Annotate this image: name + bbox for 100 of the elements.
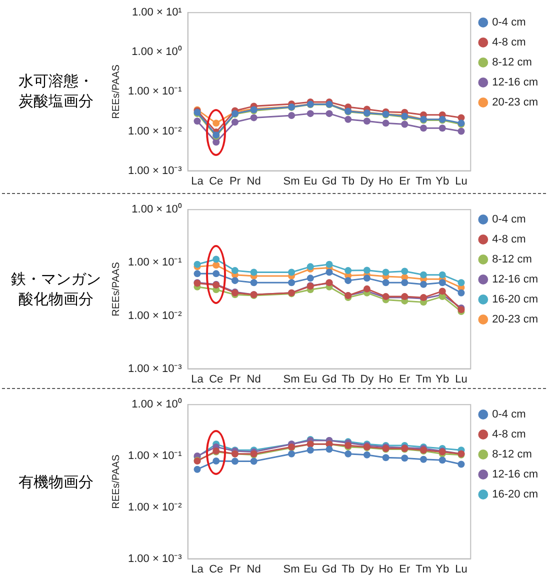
x-tick-label: Tb (342, 373, 355, 386)
legend-label: 0-4 cm (492, 214, 526, 226)
point (438, 456, 446, 464)
point (306, 110, 314, 118)
legend-label: 8-12 cm (492, 448, 532, 461)
legend-label: 16-20 cm (492, 294, 538, 306)
point (231, 267, 238, 274)
x-tick-label: Gd (322, 175, 337, 188)
point (212, 120, 220, 127)
y-tick-label: 1.00 × 10⁰ (132, 45, 182, 58)
point (438, 288, 446, 295)
y-tick-label: 1.00 × 10⁻² (128, 501, 182, 514)
x-tick-label: Yb (436, 373, 450, 386)
legend-label: 4-8 cm (492, 36, 526, 49)
point (458, 460, 465, 468)
x-tick-label: Eu (304, 563, 318, 576)
x-tick-label: Pr (229, 175, 241, 188)
point (382, 279, 390, 286)
y-tick-label: 1.00 × 10⁻³ (128, 362, 182, 375)
point (326, 446, 333, 453)
legend-label: 12-16 cm (492, 76, 538, 89)
point (382, 120, 390, 127)
point (194, 466, 201, 473)
point (212, 256, 220, 263)
point (231, 118, 238, 126)
point (231, 458, 238, 465)
y-tick-label: 1.00 × 10⁻¹ (128, 256, 182, 269)
y-tick-label: 1.00 × 10⁻¹ (128, 450, 182, 462)
legend-label: 0-4 cm (492, 408, 526, 421)
y-tick-label: 1.00 × 10⁻³ (128, 164, 182, 177)
legend-label: 4-8 cm (492, 234, 526, 246)
point (420, 124, 428, 132)
legend-label: 20-23 cm (492, 96, 538, 109)
point (212, 262, 220, 269)
x-tick-label: Tm (416, 373, 432, 386)
x-tick-label: Nd (246, 563, 261, 576)
point (401, 120, 408, 128)
legend-label: 8-12 cm (492, 56, 532, 69)
y-axis-title: REEs/PAAS (110, 64, 122, 119)
text: 有機物画分 (18, 472, 94, 492)
y-tick-label: 1.00 × 10⁰ (132, 398, 182, 411)
y-tick-label: 1.00 × 10⁰ (132, 202, 182, 216)
point (401, 454, 408, 462)
x-tick-label: Sm (283, 373, 300, 386)
x-tick-label: Ho (378, 175, 393, 188)
point (382, 454, 390, 462)
point (212, 138, 220, 146)
x-tick-label: Nd (246, 373, 261, 386)
y-tick-label: 1.00 × 10¹ (132, 6, 182, 19)
point (306, 263, 314, 270)
x-tick-label: La (191, 373, 204, 386)
point (401, 279, 408, 286)
x-tick-label: Tm (416, 563, 432, 576)
legend-label: 20-23 cm (492, 314, 538, 326)
point (344, 267, 352, 274)
x-tick-label: Ce (209, 563, 224, 576)
legend-label: 16-20 cm (492, 488, 538, 501)
point (306, 274, 314, 282)
x-tick-label: Er (399, 373, 410, 386)
x-tick-label: Yb (436, 563, 450, 576)
legend-label: 4-8 cm (492, 428, 526, 441)
point (438, 279, 446, 286)
x-tick-label: Tm (416, 175, 432, 188)
point (363, 118, 370, 125)
point (344, 277, 352, 284)
text: 水可溶態・炭酸塩画分 (18, 71, 94, 112)
point (420, 456, 428, 463)
point (194, 260, 201, 268)
point (288, 450, 296, 458)
x-tick-label: La (191, 175, 204, 188)
point (326, 260, 333, 268)
x-tick-label: Lu (455, 373, 468, 386)
point (438, 124, 446, 132)
point (288, 112, 296, 120)
x-tick-label: Dy (360, 373, 374, 386)
legend-label: 12-16 cm (492, 274, 538, 286)
point (250, 458, 258, 465)
point (363, 451, 370, 458)
x-tick-label: Lu (455, 175, 468, 188)
y-tick-label: 1.00 × 10⁻² (128, 125, 182, 138)
legend-label: 8-12 cm (492, 254, 532, 266)
point (288, 268, 296, 276)
x-tick-label: Tb (342, 563, 355, 576)
x-tick-label: Dy (360, 563, 374, 576)
x-tick-label: La (191, 563, 204, 576)
x-tick-label: Lu (455, 563, 468, 576)
point (231, 277, 238, 284)
point (326, 268, 333, 276)
x-tick-label: Gd (322, 563, 337, 576)
x-tick-label: Pr (229, 563, 241, 576)
y-axis-title: REEs/PAAS (110, 454, 122, 509)
point (401, 268, 408, 275)
legend-label: 0-4 cm (492, 16, 526, 29)
point (250, 279, 258, 286)
x-tick-label: Er (399, 175, 410, 188)
point (438, 271, 446, 278)
y-tick-label: 1.00 × 10⁻³ (128, 552, 182, 565)
point (250, 114, 258, 122)
point (212, 457, 220, 464)
x-tick-label: Ce (209, 373, 224, 386)
